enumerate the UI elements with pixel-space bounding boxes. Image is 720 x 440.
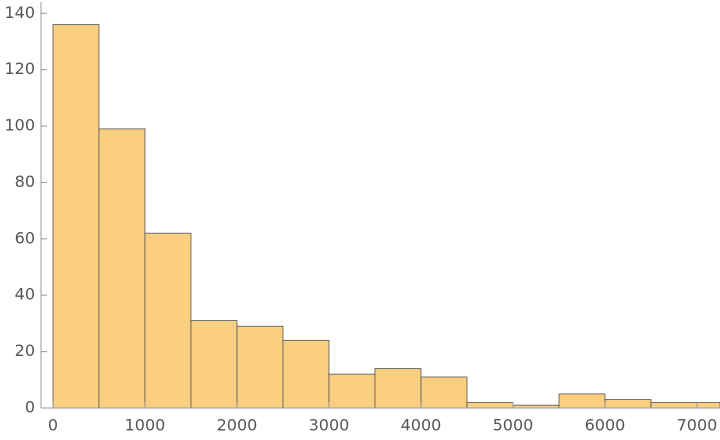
bar <box>328 373 376 409</box>
bar <box>190 320 238 409</box>
x-tick-label: 7000 <box>677 416 718 435</box>
x-tick-label: 0 <box>48 416 58 435</box>
y-tick-label: 40 <box>15 285 35 304</box>
bar <box>144 232 192 409</box>
x-tick-label: 6000 <box>585 416 626 435</box>
bar <box>282 339 330 409</box>
x-tick-label: 3000 <box>309 416 350 435</box>
y-tick-label: 140 <box>4 3 35 22</box>
bar <box>52 24 100 409</box>
bar <box>466 401 514 409</box>
x-tick-label: 2000 <box>217 416 258 435</box>
x-tick-label: 1000 <box>125 416 166 435</box>
bar <box>98 128 146 409</box>
bar <box>374 368 422 409</box>
x-tick-label: 4000 <box>401 416 442 435</box>
y-tick-label: 100 <box>4 116 35 135</box>
bar <box>236 325 284 409</box>
bar <box>558 393 606 409</box>
y-tick-label: 120 <box>4 59 35 78</box>
bar <box>420 376 468 409</box>
bar <box>696 401 720 409</box>
y-tick-label: 20 <box>15 341 35 360</box>
y-tick-label: 60 <box>15 228 35 247</box>
bar <box>604 399 652 409</box>
y-tick-label: 80 <box>15 172 35 191</box>
y-tick-label: 0 <box>25 398 35 417</box>
bar <box>650 401 698 409</box>
x-tick-label: 5000 <box>493 416 534 435</box>
